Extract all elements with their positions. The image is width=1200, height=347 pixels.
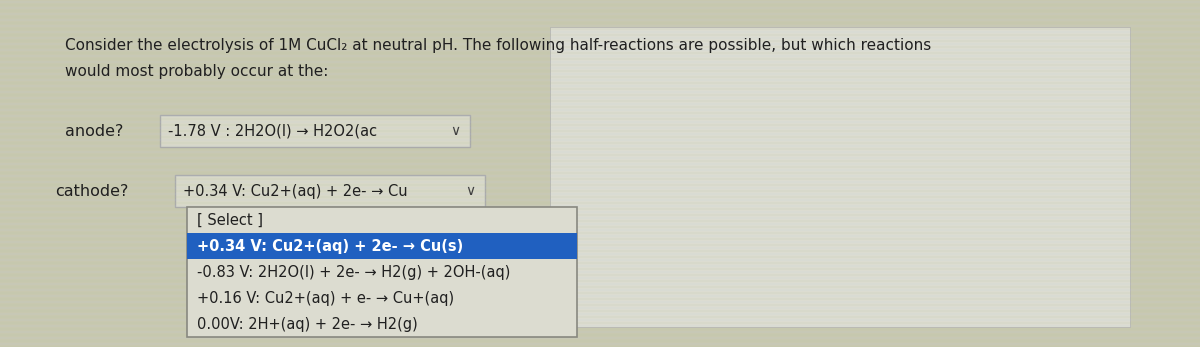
Text: cathode?: cathode? bbox=[55, 184, 128, 198]
Text: +0.16 V: Cu2+(aq) + e- → Cu+(aq): +0.16 V: Cu2+(aq) + e- → Cu+(aq) bbox=[197, 290, 454, 305]
Text: +0.34 V: Cu2+(aq) + 2e- → Cu: +0.34 V: Cu2+(aq) + 2e- → Cu bbox=[182, 184, 408, 198]
Text: ∨: ∨ bbox=[450, 124, 460, 138]
Bar bbox=[175, 175, 485, 207]
Text: ∨: ∨ bbox=[464, 184, 475, 198]
Text: would most probably occur at the:: would most probably occur at the: bbox=[65, 64, 329, 79]
Text: -1.78 V : 2H2O(l) → H2O2(ac: -1.78 V : 2H2O(l) → H2O2(ac bbox=[168, 124, 377, 138]
Text: +0.34 V: Cu2+(aq) + 2e- → Cu(s): +0.34 V: Cu2+(aq) + 2e- → Cu(s) bbox=[197, 238, 463, 254]
Bar bbox=[160, 115, 470, 147]
Bar bbox=[550, 27, 1130, 327]
Bar bbox=[187, 207, 577, 337]
Text: -0.83 V: 2H2O(l) + 2e- → H2(g) + 2OH-(aq): -0.83 V: 2H2O(l) + 2e- → H2(g) + 2OH-(aq… bbox=[197, 264, 510, 279]
Text: [ Select ]: [ Select ] bbox=[197, 212, 263, 228]
Text: anode?: anode? bbox=[65, 124, 124, 138]
Text: Consider the electrolysis of 1M CuCl₂ at neutral pH. The following half-reaction: Consider the electrolysis of 1M CuCl₂ at… bbox=[65, 38, 931, 53]
Text: 0.00V: 2H+(aq) + 2e- → H2(g): 0.00V: 2H+(aq) + 2e- → H2(g) bbox=[197, 316, 418, 331]
Bar bbox=[187, 233, 577, 259]
